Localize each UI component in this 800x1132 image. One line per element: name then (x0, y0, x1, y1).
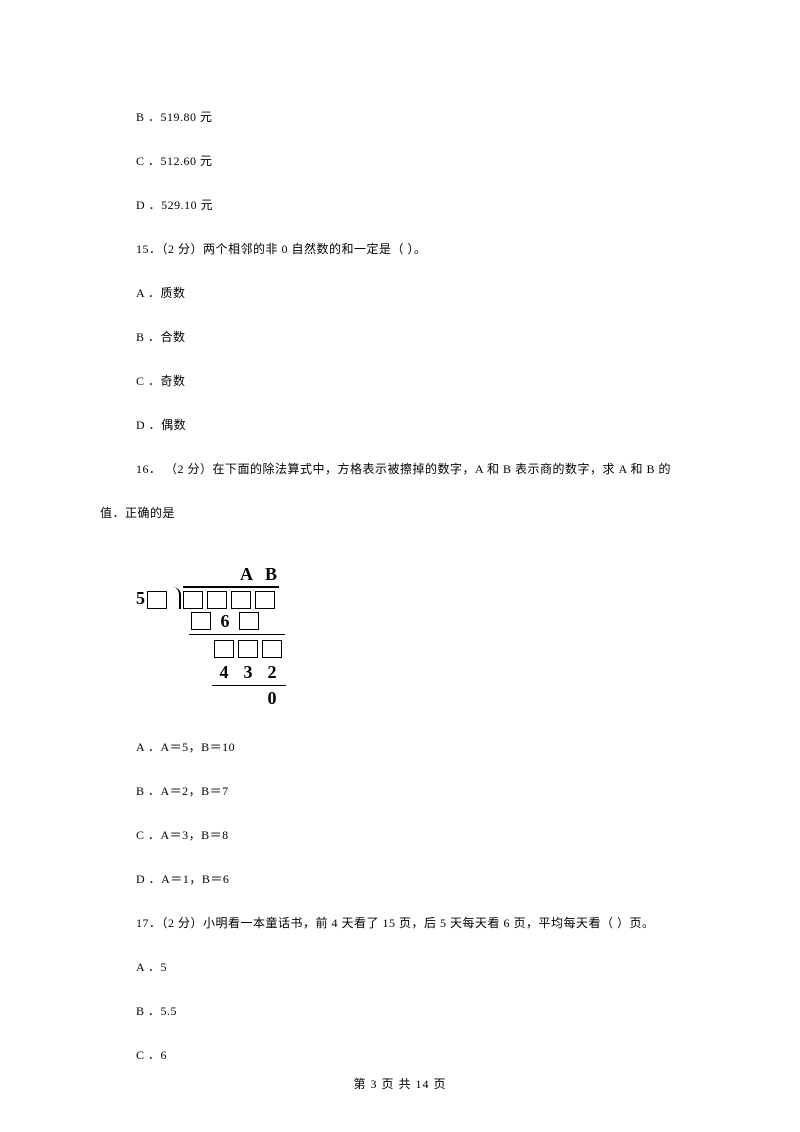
rem-box-3 (262, 640, 282, 658)
line-1 (189, 634, 285, 635)
quotient-row: A B (240, 564, 286, 585)
q14-option-c: C ．512.60 元 (100, 152, 700, 170)
q17-option-b: B ．5.5 (100, 1002, 700, 1020)
q16-option-d: D ．A＝1，B＝6 (100, 870, 700, 888)
sub2-digit-4: 4 (214, 662, 234, 683)
q15-option-b: B ．合数 (100, 328, 700, 346)
q15-option-a: A ．质数 (100, 284, 700, 302)
page-content: B ．519.80 元 C ．512.60 元 D ．529.10 元 15．（… (0, 0, 800, 1130)
division-diagram: A B 5 6 (136, 564, 286, 710)
q15-option-d: D ．偶数 (100, 416, 700, 434)
final-row: 0 (262, 687, 286, 709)
subtraction-row-1: 6 (191, 610, 286, 632)
line-2 (212, 685, 286, 686)
divisor-box (147, 591, 167, 609)
dividend-box-2 (207, 591, 227, 609)
divisor-5: 5 (136, 588, 145, 609)
rem-box-1 (214, 640, 234, 658)
q17-option-c: C ．6 (100, 1046, 700, 1064)
q14-option-b: B ．519.80 元 (100, 108, 700, 126)
division-structure: 5 6 4 (136, 587, 286, 709)
sub2-digit-2: 2 (262, 662, 282, 683)
q15-stem: 15．（2 分）两个相邻的非 0 自然数的和一定是（ ）。 (100, 240, 700, 258)
sub1-box-1 (191, 612, 211, 630)
q17-option-a: A ．5 (100, 958, 700, 976)
sub1-box-2 (239, 612, 259, 630)
q16-option-c: C ．A＝3，B＝8 (100, 826, 700, 844)
q16-stem-line2: 值．正确的是 (100, 504, 700, 522)
q14-option-d: D ．529.10 元 (100, 196, 700, 214)
dividend-box-4 (255, 591, 275, 609)
divisor-dividend-row: 5 (136, 587, 286, 609)
dividend-boxes (183, 586, 279, 609)
final-digit-0: 0 (262, 688, 282, 709)
sub2-digit-3: 3 (238, 662, 258, 683)
dividend-box-3 (231, 591, 251, 609)
rem-box-2 (238, 640, 258, 658)
q17-stem: 17．（2 分）小明看一本童话书，前 4 天看了 15 页，后 5 天每天看 6… (100, 914, 700, 932)
page-footer: 第 3 页 共 14 页 (0, 1075, 800, 1092)
division-bracket (171, 587, 181, 609)
q16-option-a: A ．A＝5，B＝10 (100, 738, 700, 756)
quotient-b: B (265, 564, 277, 585)
q16-stem-line1: 16． （2 分）在下面的除法算式中，方格表示被擦掉的数字，A 和 B 表示商的… (100, 460, 700, 478)
dividend-box-1 (183, 591, 203, 609)
sub1-digit-6: 6 (215, 611, 235, 632)
subtraction-row-2: 4 3 2 (214, 661, 286, 683)
quotient-a: A (240, 564, 253, 585)
q15-option-c: C ．奇数 (100, 372, 700, 390)
q16-option-b: B ．A＝2，B＝7 (100, 782, 700, 800)
remainder-row (214, 638, 286, 660)
